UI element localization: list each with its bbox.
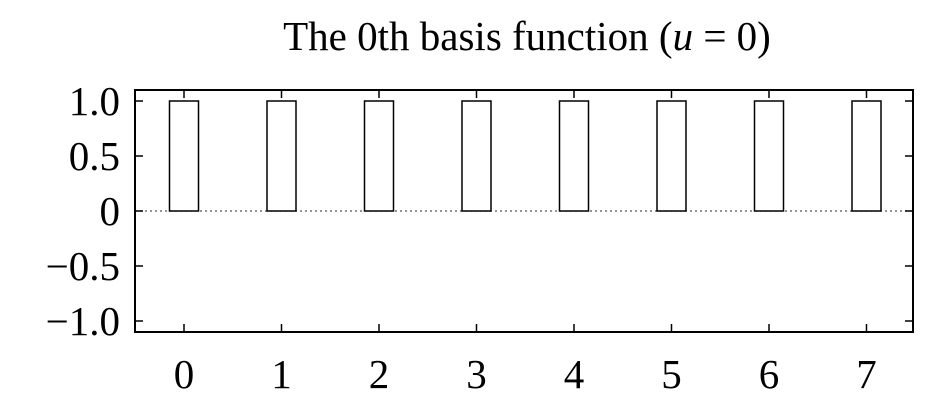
y-tick-label: −1.0 [46,298,120,344]
x-tick-label: 3 [466,351,487,397]
x-tick-label: 4 [564,351,585,397]
bar-4 [558,100,590,212]
bar-3 [461,100,492,212]
chart-title-prefix: The 0th basis function ( [283,13,672,59]
y-tick-label: −0.5 [46,243,120,289]
bar-2 [363,100,395,212]
tick-labels: 0 1 2 3 4 5 6 7 1.0 0.5 0 −0.5 −1.0 [46,78,877,397]
bar-0 [168,100,200,212]
x-tick-label: 5 [661,351,682,397]
bar-1 [266,100,297,212]
x-tick-label: 6 [759,351,780,397]
x-tick-label: 0 [174,351,195,397]
chart-title-variable: u [673,13,694,59]
bars [168,100,882,212]
bar-7 [851,100,882,212]
x-tick-label: 1 [271,351,292,397]
x-tick-label: 2 [369,351,390,397]
bar-5 [656,100,687,212]
y-tick-label: 0.5 [69,133,120,179]
y-tick-label: 0 [100,188,121,234]
axis-ticks [135,90,913,332]
y-tick-label: 1.0 [69,78,120,124]
x-tick-label: 7 [856,351,877,397]
chart-title-suffix: = 0) [693,13,771,59]
bar-6 [753,100,785,212]
chart-title: The 0th basis function (u = 0) [283,13,771,59]
